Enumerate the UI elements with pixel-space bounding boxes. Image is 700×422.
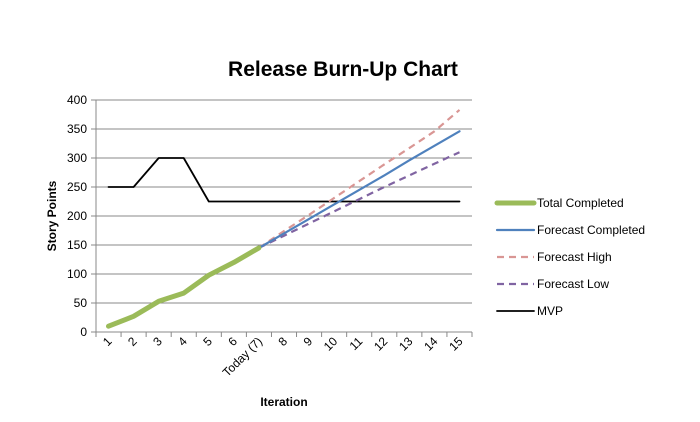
series-line-mvp bbox=[107, 157, 461, 203]
x-axis-title: Iteration bbox=[260, 395, 307, 409]
series-line-forecast-high bbox=[258, 109, 461, 249]
chart-title: Release Burn-Up Chart bbox=[228, 58, 458, 81]
y-tick-label: 100 bbox=[67, 267, 87, 281]
series-line-forecast-low bbox=[258, 151, 460, 249]
x-tick-label: 2 bbox=[125, 334, 140, 349]
series-line-forecast-completed bbox=[257, 130, 461, 249]
y-tick-label: 0 bbox=[80, 325, 87, 339]
y-tick-label: 350 bbox=[67, 122, 87, 136]
y-tick-label: 200 bbox=[67, 209, 87, 223]
legend-label-forecast-high: Forecast High bbox=[537, 250, 612, 264]
x-tick-label: 9 bbox=[301, 334, 316, 349]
x-tick-label: 8 bbox=[275, 334, 290, 349]
y-tick-label: 300 bbox=[67, 151, 87, 165]
y-tick-label: 250 bbox=[67, 180, 87, 194]
x-tick-label: 15 bbox=[446, 334, 466, 354]
x-tick-label: 6 bbox=[225, 334, 240, 349]
x-tick-label: 4 bbox=[175, 334, 190, 349]
x-tick-label: 5 bbox=[200, 334, 215, 349]
legend-label-mvp: MVP bbox=[537, 304, 563, 318]
x-tick-label: 10 bbox=[321, 334, 341, 354]
y-tick-label: 400 bbox=[67, 93, 87, 107]
series-line-total-completed bbox=[106, 245, 262, 329]
x-tick-label: 11 bbox=[347, 334, 366, 353]
legend-label-forecast-low: Forecast Low bbox=[537, 277, 609, 291]
legend: Total Completed Forecast Completed Forecas… bbox=[494, 196, 645, 318]
x-tick-label: 12 bbox=[371, 334, 391, 354]
x-tick-label: 13 bbox=[396, 334, 416, 354]
series-lines bbox=[106, 109, 461, 329]
x-tick-label: 1 bbox=[100, 334, 115, 349]
legend-label-forecast-completed: Forecast Completed bbox=[537, 223, 645, 237]
x-tick-label: 3 bbox=[150, 334, 165, 349]
y-axis-title: Story Points bbox=[45, 180, 59, 251]
y-tick-label: 50 bbox=[74, 296, 88, 310]
y-tick-label: 150 bbox=[67, 238, 87, 252]
x-tick-label: 14 bbox=[421, 334, 441, 354]
legend-label-total-completed: Total Completed bbox=[537, 196, 624, 210]
